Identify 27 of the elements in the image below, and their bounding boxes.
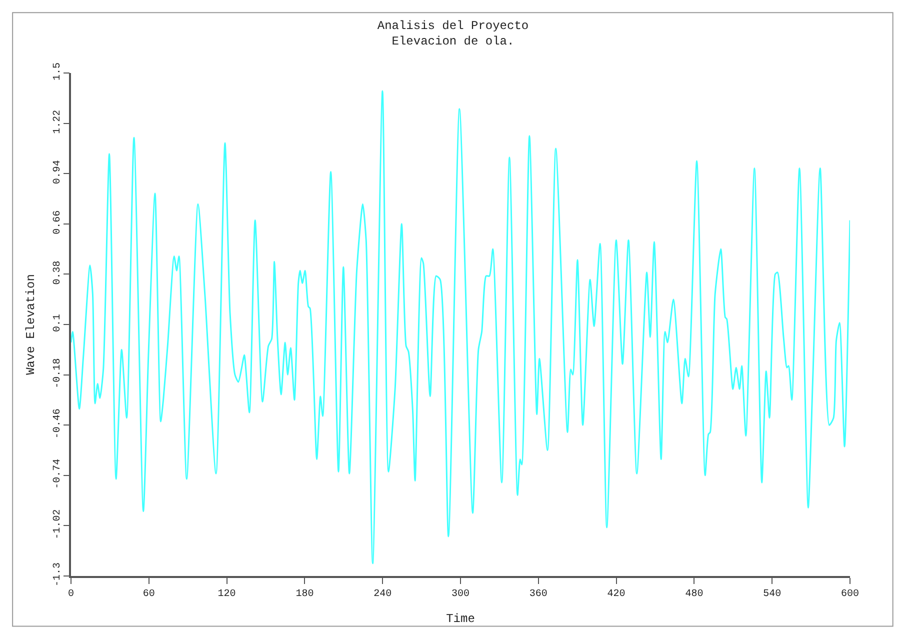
x-tick-label: 240	[374, 588, 392, 600]
y-tick-label: 0.94	[52, 160, 64, 184]
x-tick-label: 0	[68, 588, 74, 600]
y-tick-label: -1.02	[52, 509, 64, 540]
y-tick-label: -0.74	[52, 458, 64, 489]
y-tick-label: 0.38	[52, 260, 64, 285]
y-tick-label: -0.18	[52, 358, 64, 388]
x-tick-label: 540	[763, 588, 782, 600]
chart-title: Analisis del Proyecto	[377, 18, 529, 33]
x-tick-label: 180	[296, 588, 314, 600]
x-tick-label: 120	[218, 588, 236, 600]
y-axis-title: Wave Elevation	[24, 274, 38, 375]
y-tick-label: 1.22	[52, 110, 64, 134]
y-tick-label: -0.46	[52, 408, 64, 439]
x-tick-label: 300	[451, 588, 470, 600]
y-tick-label: 1.5	[52, 62, 64, 81]
x-tick-label: 480	[685, 588, 704, 600]
y-tick-label: -1.3	[52, 562, 64, 587]
x-axis-title: Time	[446, 612, 475, 626]
x-tick-label: 360	[529, 588, 548, 600]
x-tick-label: 420	[607, 588, 626, 600]
x-tick-label: 60	[142, 588, 155, 600]
line-series	[71, 90, 850, 564]
chart-subtitle: Elevacion de ola.	[392, 34, 514, 49]
y-tick-label: 0.1	[52, 314, 64, 332]
x-tick-label: 600	[840, 588, 860, 600]
y-tick-label: 0.66	[52, 210, 64, 234]
